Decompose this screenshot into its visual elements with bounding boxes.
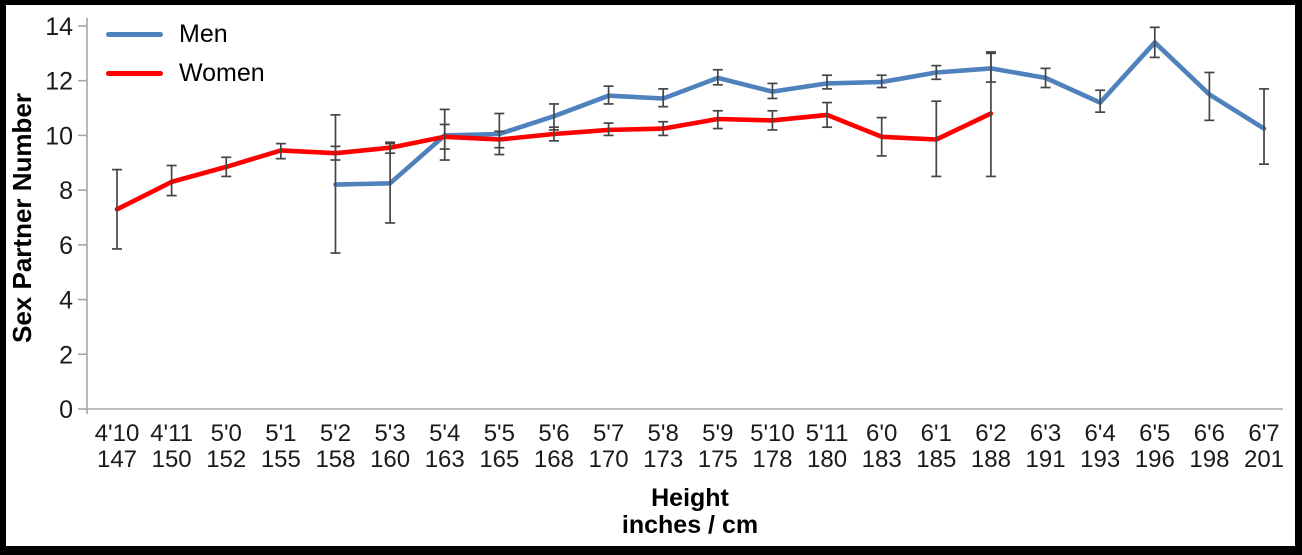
women-error-bar [548,126,559,142]
men-error-bar [603,85,614,105]
x-tick-label-height: 6'2 [975,420,1006,447]
x-tick-label-cm: 152 [206,446,246,473]
women-error-bar [330,145,341,161]
x-tick-label-height: 5'9 [702,420,733,447]
y-tick-label: 0 [59,396,73,424]
x-tick-label-height: 6'7 [1248,420,1279,447]
women-error-bar [603,122,614,137]
women-error-bar [494,130,505,149]
x-tick-label-cm: 185 [916,446,956,473]
y-tick-label: 4 [59,287,73,315]
x-tick-label-cm: 196 [1135,446,1175,473]
men-error-bar [330,114,341,254]
men-error-bar [1204,71,1215,122]
x-tick-label-height: 6'1 [921,420,952,447]
x-tick-label-cm: 191 [1026,446,1066,473]
men-error-bar [1040,67,1051,89]
men-error-bar [712,68,723,86]
x-tick-label-height: 5'8 [648,420,679,447]
women-error-bar [221,156,232,178]
legend-label-women: Women [179,59,265,87]
x-tick-label-height: 5'6 [538,420,569,447]
men-error-bar [1259,88,1270,165]
women-error-bar [876,116,887,157]
x-tick-label-cm: 188 [971,446,1011,473]
x-tick-label-cm: 160 [370,446,410,473]
legend: Men Women [106,15,265,93]
men-error-bar [658,88,669,108]
men-line-swatch [106,32,163,37]
x-tick-label-height: 6'6 [1194,420,1225,447]
men-error-bar [931,64,942,81]
y-tick-label: 12 [45,68,73,96]
x-tick-label-height: 6'4 [1085,420,1116,447]
x-tick-label-height: 4'11 [150,420,193,447]
men-error-bar [822,74,833,90]
x-tick-label-cm: 155 [261,446,301,473]
x-tick-label-cm: 158 [315,446,355,473]
x-tick-label-cm: 193 [1080,446,1120,473]
women-error-bar [439,123,450,150]
women-error-bar [166,164,177,197]
women-error-bar [385,141,396,155]
women-error-bar [712,109,723,130]
legend-label-men: Men [179,20,228,48]
x-tick-label-cm: 198 [1189,446,1229,473]
x-tick-label-cm: 180 [807,446,847,473]
x-tick-label-height: 6'0 [866,420,897,447]
x-tick-label-height: 5'11 [806,420,849,447]
x-tick-label-height: 5'7 [593,420,624,447]
y-tick-label: 2 [59,341,73,369]
x-tick-label-cm: 147 [97,446,137,473]
x-axis-title-line1: Height [651,484,729,512]
x-tick-label-height: 4'10 [95,420,140,447]
y-tick-label: 8 [59,177,73,205]
y-tick-label: 14 [45,13,73,41]
women-error-bar [822,101,833,129]
x-tick-label-cm: 178 [752,446,792,473]
y-tick-label: 10 [45,122,73,150]
x-tick-label-cm: 165 [479,446,519,473]
y-tick-label: 6 [59,232,73,260]
x-tick-label-cm: 201 [1244,446,1284,473]
men-error-bar [767,82,778,100]
women-error-bar [931,100,942,178]
women-error-bar [112,168,122,250]
x-tick-label-height: 6'5 [1139,420,1170,447]
legend-item-men: Men [106,15,265,54]
x-axis-title: Height inches / cm [440,485,940,539]
x-tick-label-cm: 173 [643,446,683,473]
x-tick-label-cm: 168 [534,446,574,473]
x-tick-label-height: 5'3 [374,420,405,447]
x-tick-label-height: 5'2 [320,420,351,447]
x-axis-title-line2: inches / cm [621,511,759,539]
x-tick-label-cm: 175 [698,446,738,473]
x-tick-label-height: 5'0 [211,420,242,447]
x-tick-label-height: 6'3 [1030,420,1061,447]
legend-item-women: Women [106,54,265,93]
women-error-bar [767,109,778,131]
x-tick-label-height: 5'10 [750,420,795,447]
men-error-bar [876,74,887,89]
x-tick-label-cm: 170 [589,446,629,473]
x-tick-label-height: 5'1 [265,420,296,447]
y-axis-title: Sex Partner Number [7,93,37,343]
women-line-swatch [106,71,163,76]
women-error-bar [658,120,669,137]
x-tick-label-cm: 163 [425,446,465,473]
men-error-bar [1095,89,1106,113]
men-line-series [333,40,1267,187]
x-tick-label-height: 5'5 [484,420,515,447]
x-tick-label-cm: 150 [152,446,192,473]
x-tick-label-cm: 183 [862,446,902,473]
women-error-bar [985,51,996,178]
x-tick-label-height: 5'4 [429,420,460,447]
women-error-bar [275,142,286,160]
men-error-bar [1149,26,1160,59]
